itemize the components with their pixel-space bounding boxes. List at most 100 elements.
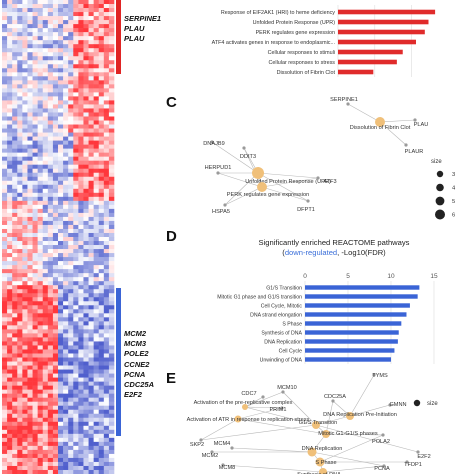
heatmap-cell: [7, 184, 13, 190]
heatmap-cell: [22, 345, 28, 350]
category-label: Unwinding of DNA: [260, 358, 303, 364]
heatmap-cell: [68, 445, 74, 451]
heatmap-cell: [2, 441, 8, 447]
heatmap-cell: [88, 216, 94, 222]
heatmap-cell: [7, 224, 13, 230]
heatmap-cell: [2, 461, 8, 467]
heatmap-cell: [52, 100, 59, 105]
network-edge: [349, 374, 375, 417]
heatmap-cell: [73, 341, 79, 346]
heatmap-cell: [52, 124, 59, 129]
heatmap-cell: [37, 381, 44, 386]
heatmap-cell: [68, 357, 74, 362]
heatmap-cell: [22, 160, 28, 165]
heatmap-cell: [88, 453, 94, 459]
heatmap-cell: [17, 64, 23, 69]
heatmap-cell: [63, 80, 69, 85]
heatmap-cell: [47, 184, 54, 190]
heatmap-cell: [83, 124, 89, 129]
heatmap-cell: [78, 369, 84, 374]
heatmap-cell: [7, 373, 13, 378]
heatmap-cell: [12, 152, 18, 157]
heatmap-cell: [42, 257, 49, 262]
heatmap-cell: [68, 337, 74, 342]
heatmap-cell: [27, 148, 33, 153]
heatmap-cell: [93, 309, 100, 314]
heatmap-cell: [103, 269, 110, 274]
heatmap-cell: [27, 108, 33, 113]
heatmap-cell: [58, 8, 64, 13]
heatmap-cell: [63, 128, 69, 133]
heatmap-cell: [58, 249, 64, 254]
heatmap-cell: [63, 469, 69, 474]
heatmap-cell: [2, 100, 8, 105]
heatmap-cell: [17, 124, 23, 129]
heatmap-cell: [2, 381, 8, 386]
heatmap-cell: [37, 168, 44, 174]
heatmap-cell: [12, 84, 18, 89]
heatmap-cell: [98, 216, 105, 222]
heatmap-cell: [17, 369, 23, 374]
heatmap-cell: [98, 224, 105, 230]
heatmap-cell: [68, 28, 74, 33]
heatmap-cell: [93, 120, 100, 125]
heatmap-cell: [68, 441, 74, 447]
heatmap-cell: [52, 241, 59, 246]
heatmap-cell: [52, 297, 59, 302]
heatmap-cell: [58, 16, 64, 21]
heatmap-cell: [37, 449, 44, 455]
heatmap-cell: [98, 429, 105, 435]
heatmap-cell: [37, 445, 44, 451]
heatmap-cell: [27, 301, 33, 306]
heatmap-cell: [73, 353, 79, 358]
heatmap-cell: [68, 104, 74, 109]
heatmap-cell: [42, 24, 49, 29]
heatmap-cell: [37, 160, 44, 165]
heatmap-cell: [2, 140, 8, 145]
chart-title-line2: (down-regulated, -Log10(FDR): [282, 247, 386, 257]
heatmap-cell: [83, 361, 89, 366]
heatmap-cell: [37, 373, 44, 378]
heatmap-cell: [103, 92, 110, 97]
heatmap-cell: [73, 269, 79, 274]
heatmap-cell: [103, 232, 110, 238]
heatmap-cell: [37, 349, 44, 354]
heatmap-cell: [103, 361, 110, 366]
heatmap-cell: [88, 465, 94, 471]
heatmap-cell: [93, 204, 100, 210]
panel-letter-d: D: [166, 228, 177, 245]
heatmap-cell: [42, 184, 49, 190]
heatmap-cell: [37, 144, 44, 149]
heatmap-cell: [47, 196, 54, 202]
heatmap-cell: [2, 216, 8, 222]
heatmap-cell: [103, 321, 110, 326]
heatmap-cell: [93, 148, 100, 153]
network-edge: [379, 121, 407, 146]
heatmap-cell: [68, 325, 74, 330]
heatmap-cell: [7, 136, 13, 141]
heatmap-cell: [2, 257, 8, 262]
panel-letter-e: E: [166, 370, 177, 387]
heatmap-cell: [103, 385, 110, 390]
heatmap-cell: [108, 84, 115, 89]
heatmap-cell: [32, 457, 38, 463]
heatmap-cell: [52, 152, 59, 157]
heatmap-cell: [2, 269, 8, 274]
heatmap-cell: [108, 112, 115, 117]
category-label: ATF4 activates genes in response to endo…: [212, 40, 335, 46]
heatmap-cell: [88, 305, 94, 310]
heatmap-cell: [58, 369, 64, 374]
heatmap-cell: [42, 381, 49, 386]
heatmap-cell: [32, 245, 38, 250]
heatmap-cell: [52, 429, 59, 435]
heatmap-cell: [7, 40, 13, 45]
heatmap-cell: [68, 369, 74, 374]
heatmap-cell: [7, 0, 13, 5]
heatmap-cell: [63, 12, 69, 17]
heatmap-cell: [93, 301, 100, 306]
heatmap-cell: [108, 164, 115, 170]
heatmap-cell: [32, 421, 38, 427]
heatmap-cell: [93, 397, 100, 402]
heatmap-cell: [52, 389, 59, 394]
heatmap-cell: [88, 172, 94, 178]
